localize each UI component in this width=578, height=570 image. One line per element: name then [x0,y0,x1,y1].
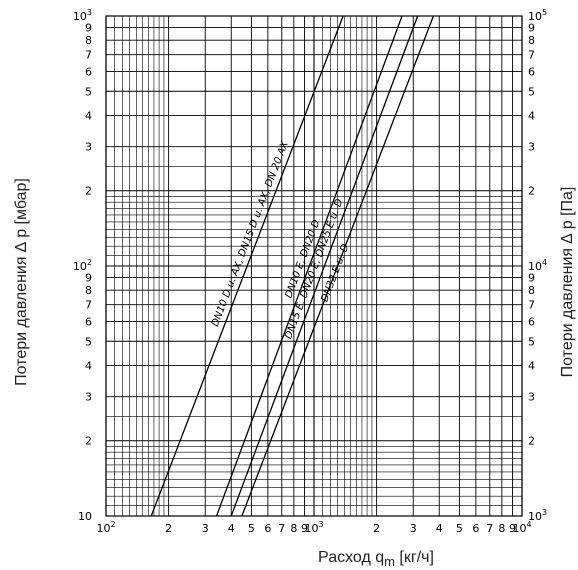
y-tick-label-right: 6 [528,65,535,78]
x-tick-label: 6 [264,522,271,535]
y-tick-label-left: 4 [85,359,92,372]
x-axis-title: Расход qm [кг/ч] [318,549,434,569]
x-tick-label: 104 [512,520,531,535]
y-tick-label-left: 6 [85,315,92,328]
y-tick-label-left: 5 [85,85,92,98]
y-tick-label-right: 5 [528,85,535,98]
series-line [241,15,435,517]
y-tick-label-right: 8 [528,284,535,297]
x-tick-label: 3 [202,522,209,535]
y-tick-label-left: 102 [73,258,92,273]
x-tick-label: 2 [373,522,380,535]
y-axis-title-left: Потери давления ∆ p [мбар] [13,178,30,386]
y-tick-label-left: 8 [85,284,92,297]
x-axis-title-sub: m [384,554,395,569]
y-tick-label-left: 5 [85,335,92,348]
x-tick-label: 4 [436,522,443,535]
y-tick-label-left: 7 [85,299,92,312]
series-line [150,15,344,517]
series-label: DN10 D u. AX, DN15 D u. AX, DN 20 AX [210,139,291,328]
y-tick-label-right: 3 [528,391,535,404]
y-tick-label-right: 3 [528,141,535,154]
y-tick-label-right: 2 [528,435,535,448]
x-tick-label: 9 [509,522,516,535]
y-tick-label-right: 9 [528,21,535,34]
y-axis-title-right: Потери давления ∆ p [Па] [559,187,576,378]
y-tick-label-left: 2 [85,185,92,198]
y-tick-label-right: 9 [528,271,535,284]
y-tick-label-right: 2 [528,185,535,198]
y-tick-label-left: 6 [85,65,92,78]
x-tick-label: 9 [301,522,308,535]
y-tick-label-left: 10 [78,510,92,523]
y-tick-label-left: 7 [85,49,92,62]
x-tick-label: 8 [290,522,297,535]
y-tick-label-right: 4 [528,359,535,372]
x-axis-title-prefix: Расход q [318,549,384,566]
y-tick-label-left: 9 [85,21,92,34]
y-tick-label-right: 5 [528,335,535,348]
x-tick-label: 4 [228,522,235,535]
x-tick-label: 7 [486,522,493,535]
y-tick-label-left: 2 [85,435,92,448]
y-tick-label-left: 3 [85,141,92,154]
y-tick-label-right: 4 [528,109,535,122]
y-tick-label-right: 7 [528,299,535,312]
plot-frame [105,15,523,517]
y-tick-label-right: 105 [528,8,547,23]
series-line [230,15,419,517]
x-axis-title-suffix: [кг/ч] [395,549,434,566]
y-tick-label-right: 7 [528,49,535,62]
y-tick-label-left: 4 [85,109,92,122]
series-line [215,15,403,517]
y-tick-label-left: 103 [73,8,92,23]
x-tick-label: 6 [472,522,479,535]
x-tick-label: 3 [410,522,417,535]
x-tick-label: 5 [456,522,463,535]
x-tick-label: 103 [304,520,323,535]
x-tick-label: 2 [165,522,172,535]
y-tick-label-right: 8 [528,34,535,47]
x-tick-label: 102 [96,520,115,535]
y-tick-label-left: 8 [85,34,92,47]
x-tick-label: 7 [278,522,285,535]
y-tick-label-left: 3 [85,391,92,404]
x-tick-label: 8 [498,522,505,535]
y-tick-label-left: 9 [85,271,92,284]
x-tick-label: 5 [248,522,255,535]
y-tick-label-right: 103 [528,508,547,523]
y-tick-label-right: 104 [528,258,547,273]
y-tick-label-right: 6 [528,315,535,328]
